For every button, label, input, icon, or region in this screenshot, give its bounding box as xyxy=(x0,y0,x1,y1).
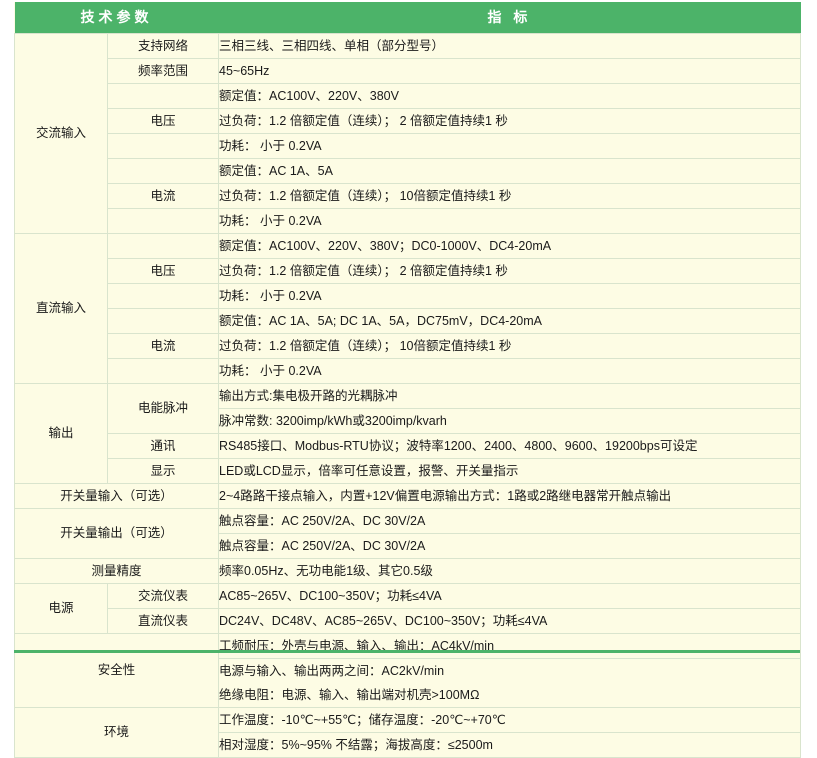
table-row: 测量精度 频率0.05Hz、无功电能1级、其它0.5级 xyxy=(14,558,801,584)
value-safety-2: 电源与输入、输出两两之间：AC2kV/min xyxy=(218,658,801,683)
table-row: 电流 过负荷：1.2 倍额定值（连续）； 10倍额定值持续1 秒 xyxy=(15,333,801,359)
table-row: 频率范围 45~65Hz xyxy=(15,58,801,84)
table-row: 额定值：AC100V、220V、380V xyxy=(15,83,801,109)
group-label-switch-output: 开关量输出（可选） xyxy=(14,508,219,559)
header-specification: 指 标 xyxy=(218,2,801,34)
value-ac-current-overload: 过负荷：1.2 倍额定值（连续）； 10倍额定值持续1 秒 xyxy=(218,183,801,209)
value-safety-1: 工频耐压：外壳与电源、输入、输出：AC4kV/min xyxy=(218,633,801,659)
sub-label-energy-pulse: 电能脉冲 xyxy=(107,383,219,434)
table-row: 交流输入 支持网络 三相三线、三相四线、单相（部分型号） xyxy=(14,33,801,234)
value-dc-voltage-rated: 额定值：AC100V、220V、380V；DC0-1000V、DC4-20mA xyxy=(218,233,801,259)
sub-label-ac-voltage: 电压 xyxy=(107,108,219,134)
value-switch-output-1: 触点容量：AC 250V/2A、DC 30V/2A xyxy=(218,508,801,534)
value-dc-voltage-overload: 过负荷：1.2 倍额定值（连续）； 2 倍额定值持续1 秒 xyxy=(218,258,801,284)
table-row: 通讯 RS485接口、Modbus-RTU协议；波特率1200、2400、480… xyxy=(15,433,801,459)
value-ac-voltage-overload: 过负荷：1.2 倍额定值（连续）； 2 倍额定值持续1 秒 xyxy=(218,108,801,134)
sub-label-communication: 通讯 xyxy=(107,433,219,459)
sub-label-dc-current: 电流 xyxy=(107,333,219,359)
table-row: 直流仪表 DC24V、DC48V、AC85~265V、DC100~350V；功耗… xyxy=(15,608,801,634)
sub-label-spacer xyxy=(107,283,219,309)
sub-label-spacer xyxy=(107,308,219,334)
value-environment-1: 工作温度：-10℃~+55℃；储存温度：-20℃~+70℃ xyxy=(218,707,801,733)
value-accuracy: 频率0.05Hz、无功电能1级、其它0.5级 xyxy=(218,558,801,584)
technical-specification-table: 技术参数 指 标 交流输入 支持网络 三相三线、三相四线、单相（部分型号） 频率… xyxy=(14,2,801,758)
group-label-accuracy: 测量精度 xyxy=(14,558,219,584)
value-dc-current-power: 功耗： 小于 0.2VA xyxy=(218,358,801,384)
bottom-rule-divider xyxy=(14,650,800,653)
table-row: 功耗： 小于 0.2VA xyxy=(15,133,801,159)
table-row: 电流 过负荷：1.2 倍额定值（连续）； 10倍额定值持续1 秒 xyxy=(15,183,801,209)
table-header-row: 技术参数 指 标 xyxy=(14,2,801,34)
header-technical-parameters: 技术参数 xyxy=(14,2,219,34)
value-dc-voltage-power: 功耗： 小于 0.2VA xyxy=(218,283,801,309)
table-row: 功耗： 小于 0.2VA xyxy=(15,283,801,309)
value-ac-voltage-power: 功耗： 小于 0.2VA xyxy=(218,133,801,159)
value-communication: RS485接口、Modbus-RTU协议；波特率1200、2400、4800、9… xyxy=(218,433,801,459)
sub-label-ac-current: 电流 xyxy=(107,183,219,209)
sub-label-display: 显示 xyxy=(107,458,219,484)
value-ac-current-rated: 额定值：AC 1A、5A xyxy=(218,158,801,184)
table-row: 脉冲常数: 3200imp/kWh或3200imp/kvarh xyxy=(15,408,801,434)
table-row: 功耗： 小于 0.2VA xyxy=(15,208,801,234)
table-row: 显示 LED或LCD显示，倍率可任意设置，报警、开关量指示 xyxy=(15,458,801,484)
sub-label-spacer xyxy=(107,233,219,259)
value-dc-current-overload: 过负荷：1.2 倍额定值（连续）； 10倍额定值持续1 秒 xyxy=(218,333,801,359)
table-row: 开关量输出（可选） 触点容量：AC 250V/2A、DC 30V/2A xyxy=(14,508,801,559)
table-row: 功耗： 小于 0.2VA xyxy=(15,358,801,384)
sub-label-spacer xyxy=(107,208,219,234)
value-ac-frequency: 45~65Hz xyxy=(218,58,801,84)
group-label-environment: 环境 xyxy=(14,707,219,758)
table-row: 开关量输入（可选） 2~4路路干接点输入，内置+12V偏置电源输出方式：1路或2… xyxy=(14,483,801,509)
value-pulse-mode: 输出方式:集电极开路的光耦脉冲 xyxy=(218,383,801,409)
table-row: 额定值：AC 1A、5A; DC 1A、5A，DC75mV，DC4-20mA xyxy=(15,308,801,334)
sub-label-support-network: 支持网络 xyxy=(107,33,219,59)
value-display: LED或LCD显示，倍率可任意设置，报警、开关量指示 xyxy=(218,458,801,484)
group-label-output: 输出 xyxy=(14,383,108,484)
value-power-dc: DC24V、DC48V、AC85~265V、DC100~350V；功耗≤4VA xyxy=(218,608,801,634)
value-safety-3: 绝缘电阻：电源、输入、输出端对机壳>100MΩ xyxy=(218,683,801,708)
group-label-dc-input: 直流输入 xyxy=(14,233,108,384)
sub-label-ac-meter: 交流仪表 xyxy=(107,583,219,609)
group-label-power: 电源 xyxy=(14,583,108,634)
group-label-safety: 安全性 xyxy=(14,633,219,708)
sub-label-spacer xyxy=(107,358,219,384)
table-row: 直流输入 额定值：AC100V、220V、380V；DC0-1000V、DC4-… xyxy=(14,233,801,384)
sub-label-spacer xyxy=(107,158,219,184)
sub-label-frequency-range: 频率范围 xyxy=(107,58,219,84)
value-dc-current-rated: 额定值：AC 1A、5A; DC 1A、5A，DC75mV，DC4-20mA xyxy=(218,308,801,334)
sub-label-spacer xyxy=(107,133,219,159)
value-power-ac: AC85~265V、DC100~350V；功耗≤4VA xyxy=(218,583,801,609)
table-row: 电源 交流仪表 AC85~265V、DC100~350V；功耗≤4VA xyxy=(14,583,801,634)
value-ac-current-power: 功耗： 小于 0.2VA xyxy=(218,208,801,234)
value-pulse-constant: 脉冲常数: 3200imp/kWh或3200imp/kvarh xyxy=(218,408,801,434)
group-label-switch-input: 开关量输入（可选） xyxy=(14,483,219,509)
table-row: 电压 过负荷：1.2 倍额定值（连续）； 2 倍额定值持续1 秒 xyxy=(15,258,801,284)
sub-label-dc-voltage: 电压 xyxy=(107,258,219,284)
table-row: 环境 工作温度：-10℃~+55℃；储存温度：-20℃~+70℃ xyxy=(14,707,801,758)
value-ac-network: 三相三线、三相四线、单相（部分型号） xyxy=(218,33,801,59)
sub-label-spacer xyxy=(107,83,219,109)
value-environment-2: 相对湿度：5%~95% 不结露；海拔高度：≤2500m xyxy=(218,732,801,758)
value-switch-input: 2~4路路干接点输入，内置+12V偏置电源输出方式：1路或2路继电器常开触点输出 xyxy=(218,483,801,509)
table-row: 输出 电能脉冲 输出方式:集电极开路的光耦脉冲 xyxy=(14,383,801,484)
table-row: 额定值：AC 1A、5A xyxy=(15,158,801,184)
sub-label-dc-meter: 直流仪表 xyxy=(107,608,219,634)
group-label-ac-input: 交流输入 xyxy=(14,33,108,234)
table-row: 安全性 工频耐压：外壳与电源、输入、输出：AC4kV/min xyxy=(14,633,801,708)
value-ac-voltage-rated: 额定值：AC100V、220V、380V xyxy=(218,83,801,109)
table-row: 电压 过负荷：1.2 倍额定值（连续）； 2 倍额定值持续1 秒 xyxy=(15,108,801,134)
value-switch-output-2: 触点容量：AC 250V/2A、DC 30V/2A xyxy=(218,533,801,559)
